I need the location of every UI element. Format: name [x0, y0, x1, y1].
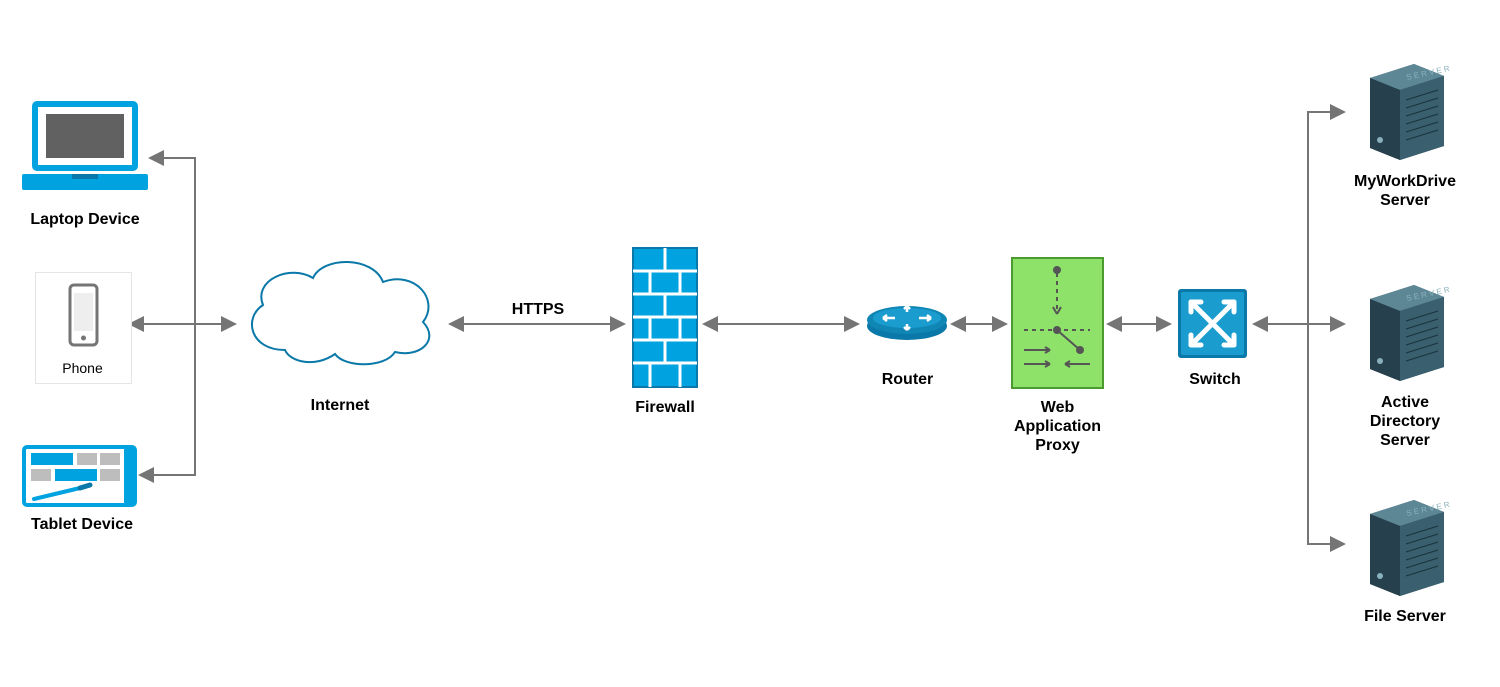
network-diagram: S E R V E R S E R V E R S E R V E R [0, 0, 1500, 687]
srv2-label: Active Directory Server [1330, 393, 1480, 451]
edges-layer [0, 0, 1500, 687]
cloud-icon [235, 250, 445, 370]
router-label: Router [850, 370, 965, 389]
tablet-icon [22, 445, 137, 507]
srv1-label: MyWorkDrive Server [1330, 172, 1480, 210]
internet-label: Internet [235, 396, 445, 415]
https-label: HTTPS [498, 300, 578, 319]
srv3-label: File Server [1330, 607, 1480, 626]
laptop-icon [20, 100, 150, 195]
switch-label: Switch [1160, 370, 1270, 389]
laptop-label: Laptop Device [20, 210, 150, 229]
firewall-label: Firewall [600, 398, 730, 417]
phone-label: Phone [35, 360, 130, 377]
server-icon-1: S E R V E R [1350, 50, 1460, 160]
switch-icon [1175, 286, 1250, 361]
router-icon [865, 296, 950, 342]
firewall-icon [630, 245, 700, 390]
proxy-label: Web Application Proxy [985, 398, 1130, 456]
server-icon-2: S E R V E R [1350, 271, 1460, 381]
proxy-icon [1010, 256, 1105, 390]
server-icon-3: S E R V E R [1350, 486, 1460, 596]
tablet-label: Tablet Device [22, 515, 142, 534]
